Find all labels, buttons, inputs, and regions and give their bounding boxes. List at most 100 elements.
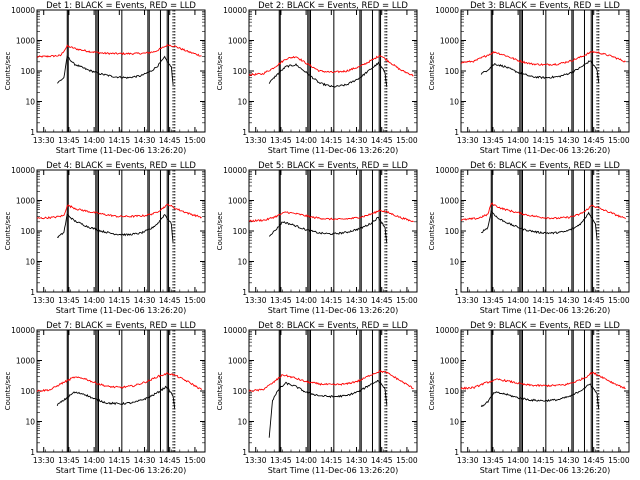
- x-tick-label: 14:00: [295, 136, 317, 145]
- y-tick-label: 100: [445, 387, 460, 396]
- x-tick-label: 15:00: [184, 136, 206, 145]
- x-tick-label: 14:45: [583, 136, 605, 145]
- x-tick-label: 15:00: [184, 296, 206, 305]
- series-line-events: [56, 213, 174, 244]
- y-tick-label: 1: [30, 128, 35, 137]
- y-axis-label: Counts/sec: [4, 372, 12, 411]
- y-tick-label: 10: [237, 98, 247, 107]
- y-tick-label: 10000: [223, 6, 247, 15]
- series-line-events: [268, 61, 388, 88]
- x-tick-label: 14:15: [533, 456, 555, 465]
- series-line-lld: [36, 372, 202, 392]
- panel-title: Det 9: BLACK = Events, RED = LLD: [470, 321, 620, 331]
- y-axis-label: Counts/sec: [216, 212, 224, 251]
- x-tick-label: 14:30: [346, 456, 368, 465]
- series-line-events: [268, 216, 388, 244]
- x-tick-label: 14:00: [507, 136, 529, 145]
- x-tick-label: 14:00: [83, 136, 105, 145]
- x-tick-label: 14:30: [134, 456, 156, 465]
- series-line-events: [480, 60, 600, 84]
- y-tick-label: 1: [242, 448, 247, 457]
- plot-frame: [460, 329, 630, 453]
- x-tick-label: 13:45: [270, 136, 292, 145]
- x-tick-label: 14:15: [109, 136, 131, 145]
- panel-det-6: Det 6: BLACK = Events, RED = LLD 1 10 100 10…: [428, 161, 630, 315]
- plot-frame: [248, 329, 418, 453]
- x-tick-label: 13:45: [270, 296, 292, 305]
- x-tick-label: 14:30: [558, 456, 580, 465]
- x-tick-label: 13:45: [58, 136, 80, 145]
- x-tick-label: 14:00: [507, 456, 529, 465]
- y-axis-label: Counts/sec: [216, 372, 224, 411]
- x-axis-label: Start Time (11-Dec-06 13:26:20): [480, 466, 611, 475]
- x-tick-label: 15:00: [396, 136, 418, 145]
- y-tick-label: 1000: [440, 357, 459, 366]
- x-tick-label: 13:45: [482, 136, 504, 145]
- x-axis-label: Start Time (11-Dec-06 13:26:20): [56, 146, 187, 155]
- y-tick-label: 10000: [11, 166, 35, 175]
- x-tick-label: 14:45: [371, 456, 393, 465]
- x-tick-label: 14:15: [321, 136, 343, 145]
- series-line-events: [268, 379, 388, 438]
- y-axis-label: Counts/sec: [428, 372, 436, 411]
- x-tick-label: 13:30: [245, 136, 267, 145]
- series-line-lld: [36, 43, 202, 58]
- y-tick-label: 1: [30, 448, 35, 457]
- y-tick-label: 100: [21, 387, 36, 396]
- x-tick-label: 14:15: [109, 456, 131, 465]
- series-line-lld: [248, 209, 414, 223]
- panel-det-2: Det 2: BLACK = Events, RED = LLD 1 10 100 10…: [216, 1, 418, 155]
- series-line-events: [56, 385, 176, 410]
- panel-title: Det 6: BLACK = Events, RED = LLD: [470, 161, 620, 171]
- y-tick-label: 10000: [11, 6, 35, 15]
- y-axis-label: Counts/sec: [428, 212, 436, 251]
- y-tick-label: 10: [449, 98, 459, 107]
- y-tick-label: 10: [25, 258, 35, 267]
- plot-frame: [460, 169, 630, 293]
- x-tick-label: 14:30: [134, 136, 156, 145]
- x-tick-label: 15:00: [396, 456, 418, 465]
- x-tick-label: 14:45: [371, 136, 393, 145]
- y-tick-label: 10000: [435, 6, 459, 15]
- x-tick-label: 14:45: [583, 296, 605, 305]
- y-tick-label: 10: [25, 418, 35, 427]
- x-tick-label: 14:00: [295, 456, 317, 465]
- y-tick-label: 100: [21, 67, 36, 76]
- x-tick-label: 14:45: [583, 456, 605, 465]
- panel-det-5: Det 5: BLACK = Events, RED = LLD 1 10 100 10…: [216, 161, 418, 315]
- y-tick-label: 1: [454, 128, 459, 137]
- x-tick-label: 14:45: [159, 456, 181, 465]
- y-tick-label: 1: [30, 288, 35, 297]
- x-tick-label: 13:30: [457, 456, 479, 465]
- panel-det-1: Det 1: BLACK = Events, RED = LLD 1 10 100 10…: [4, 1, 206, 155]
- y-tick-label: 10000: [435, 326, 459, 335]
- y-tick-label: 1000: [16, 357, 35, 366]
- plot-frame: [36, 9, 206, 133]
- y-tick-label: 100: [21, 227, 36, 236]
- x-tick-label: 13:30: [457, 136, 479, 145]
- x-tick-label: 14:15: [109, 296, 131, 305]
- x-tick-label: 14:45: [159, 296, 181, 305]
- x-axis-label: Start Time (11-Dec-06 13:26:20): [480, 146, 611, 155]
- y-tick-label: 1000: [228, 197, 247, 206]
- x-tick-label: 13:45: [58, 296, 80, 305]
- y-tick-label: 10: [237, 418, 247, 427]
- x-tick-label: 13:30: [33, 456, 55, 465]
- panel-title: Det 8: BLACK = Events, RED = LLD: [258, 321, 408, 331]
- x-tick-label: 14:00: [83, 296, 105, 305]
- x-tick-label: 14:30: [558, 136, 580, 145]
- y-tick-label: 10: [449, 258, 459, 267]
- y-tick-label: 10000: [435, 166, 459, 175]
- series-line-lld: [248, 54, 414, 77]
- x-tick-label: 14:45: [371, 296, 393, 305]
- y-tick-label: 10: [25, 98, 35, 107]
- plot-frame: [36, 169, 206, 293]
- x-tick-label: 14:00: [507, 296, 529, 305]
- y-tick-label: 1000: [440, 37, 459, 46]
- x-tick-label: 15:00: [608, 296, 630, 305]
- y-tick-label: 1000: [440, 197, 459, 206]
- y-tick-label: 1000: [16, 37, 35, 46]
- y-tick-label: 10000: [223, 166, 247, 175]
- y-tick-label: 10: [237, 258, 247, 267]
- y-tick-label: 1000: [228, 37, 247, 46]
